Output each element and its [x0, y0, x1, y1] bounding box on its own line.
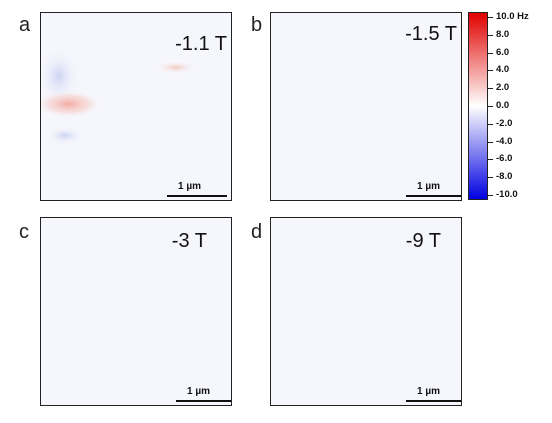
- colorbar-tick: [488, 195, 493, 196]
- field-label-b: -1.5 T: [405, 23, 457, 45]
- scale-bar-a: [167, 195, 227, 197]
- scale-bar-b: [406, 195, 461, 197]
- colorbar-tick: [488, 177, 493, 178]
- colorbar-tick-label: 0.0: [496, 100, 510, 111]
- colorbar-tick: [488, 70, 493, 71]
- panel-letter-d: d: [251, 221, 263, 243]
- colorbar-tick: [488, 88, 493, 89]
- colorbar-tick: [488, 159, 493, 160]
- colorbar-tick-label: 4.0: [496, 64, 510, 75]
- panel-letter-c: c: [19, 221, 29, 243]
- scale-label-d: 1 µm: [417, 386, 440, 397]
- scale-bar-d: [406, 400, 461, 402]
- colorbar-tick: [488, 35, 493, 36]
- colorbar-tick: [488, 17, 493, 18]
- colorbar-tick-label: 8.0: [496, 29, 510, 40]
- field-label-d: -9 T: [405, 230, 441, 252]
- colorbar-tick-label: -8.0: [496, 171, 513, 182]
- colorbar-tick-label: -4.0: [496, 136, 513, 147]
- panel-c-image: -3 T 1 µm: [40, 217, 232, 406]
- colorbar-tick-label: 6.0: [496, 47, 510, 58]
- panel-letter-a: a: [19, 14, 31, 36]
- scale-bar-c: [176, 400, 231, 402]
- scale-label-a: 1 µm: [178, 181, 201, 192]
- panel-d-image: -9 T 1 µm: [270, 217, 462, 406]
- colorbar-tick-label: 10.0 Hz: [496, 11, 529, 22]
- colorbar-tick-label: -10.0: [496, 189, 518, 200]
- field-label-a: -1.1 T: [175, 33, 227, 55]
- field-label-c: -3 T: [171, 230, 207, 252]
- colorbar-tick: [488, 106, 493, 107]
- panel-a-image: -1.1 T 1 µm: [40, 12, 232, 201]
- panel-b-image: -1.5 T 1 µm: [270, 12, 462, 201]
- colorbar-tick: [488, 142, 493, 143]
- colorbar: [468, 12, 488, 200]
- panel-letter-b: b: [251, 14, 263, 36]
- colorbar-tick: [488, 124, 493, 125]
- colorbar-tick-label: 2.0: [496, 82, 510, 93]
- colorbar-tick-label: -2.0: [496, 118, 513, 129]
- scale-label-b: 1 µm: [417, 181, 440, 192]
- colorbar-tick: [488, 53, 493, 54]
- colorbar-tick-label: -6.0: [496, 153, 513, 164]
- panel-a-frequency-map: [41, 46, 198, 146]
- scale-label-c: 1 µm: [187, 386, 210, 397]
